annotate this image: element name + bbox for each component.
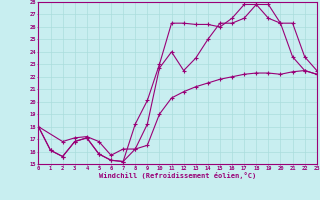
X-axis label: Windchill (Refroidissement éolien,°C): Windchill (Refroidissement éolien,°C) bbox=[99, 172, 256, 179]
